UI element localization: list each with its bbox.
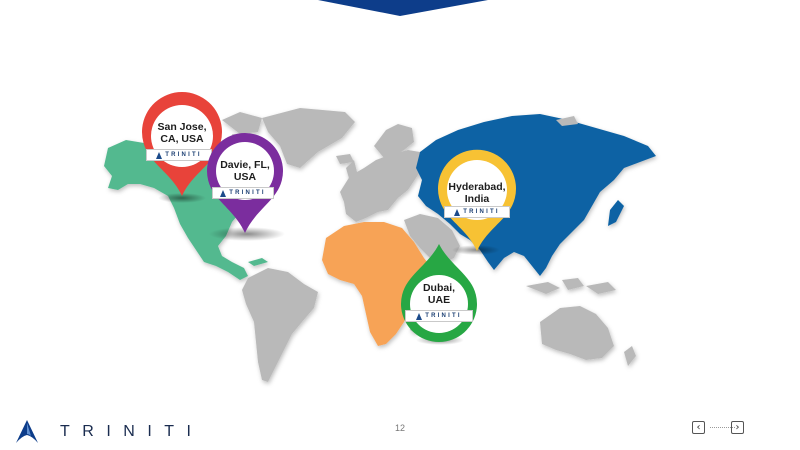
footer-logo-text: TRINITI — [60, 423, 204, 440]
triniti-badge: TRINITI — [212, 187, 274, 199]
page-number: 12 — [394, 423, 405, 433]
triniti-logo-icon — [156, 151, 163, 159]
footer-logo: TRINITI — [14, 419, 204, 445]
australia-shape — [540, 306, 614, 360]
nav-divider — [710, 427, 735, 428]
pin-label-line2: India — [464, 193, 490, 205]
location-pin-icon — [207, 133, 283, 233]
badge-text: TRINITI — [229, 190, 266, 196]
chevron-right-icon: › — [735, 421, 740, 433]
header-tab — [318, 0, 488, 16]
triniti-logo-icon — [454, 208, 461, 216]
greenland-shape — [262, 108, 355, 168]
pin-davie[interactable]: Davie, FL, USA TRINITI — [206, 133, 284, 235]
prev-slide-button[interactable]: ‹ — [692, 421, 705, 434]
location-pin-icon — [438, 149, 516, 251]
triniti-badge: TRINITI — [405, 310, 473, 322]
triniti-logo-icon — [16, 420, 38, 443]
pin-label-line2: USA — [233, 171, 257, 183]
south-america-shape — [242, 268, 318, 382]
pin-dubai[interactable]: Dubai, UAE TRINITI — [400, 242, 478, 342]
pin-label-line2: UAE — [427, 294, 451, 306]
pin-label-line1: Davie, FL, — [220, 159, 270, 171]
pin-san-jose[interactable]: San Jose, CA, USA TRINITI — [140, 92, 224, 198]
pin-label-line1: Hyderabad, — [448, 181, 506, 193]
pin-label-line2: CA, USA — [160, 133, 204, 145]
next-slide-button[interactable]: › — [731, 421, 744, 434]
europe-shape — [340, 150, 424, 222]
pin-label-line1: San Jose, — [157, 121, 207, 133]
triniti-logo-icon — [220, 189, 227, 197]
chevron-left-icon: ‹ — [696, 421, 701, 433]
badge-text: TRINITI — [165, 152, 202, 158]
badge-text: TRINITI — [463, 209, 500, 215]
triniti-badge: TRINITI — [146, 149, 212, 161]
pin-label-line1: Dubai, — [422, 282, 456, 294]
triniti-logo-icon — [416, 312, 423, 320]
triniti-badge: TRINITI — [444, 206, 510, 218]
badge-text: TRINITI — [425, 313, 462, 319]
pin-hyderabad[interactable]: Hyderabad, India TRINITI — [437, 149, 519, 253]
